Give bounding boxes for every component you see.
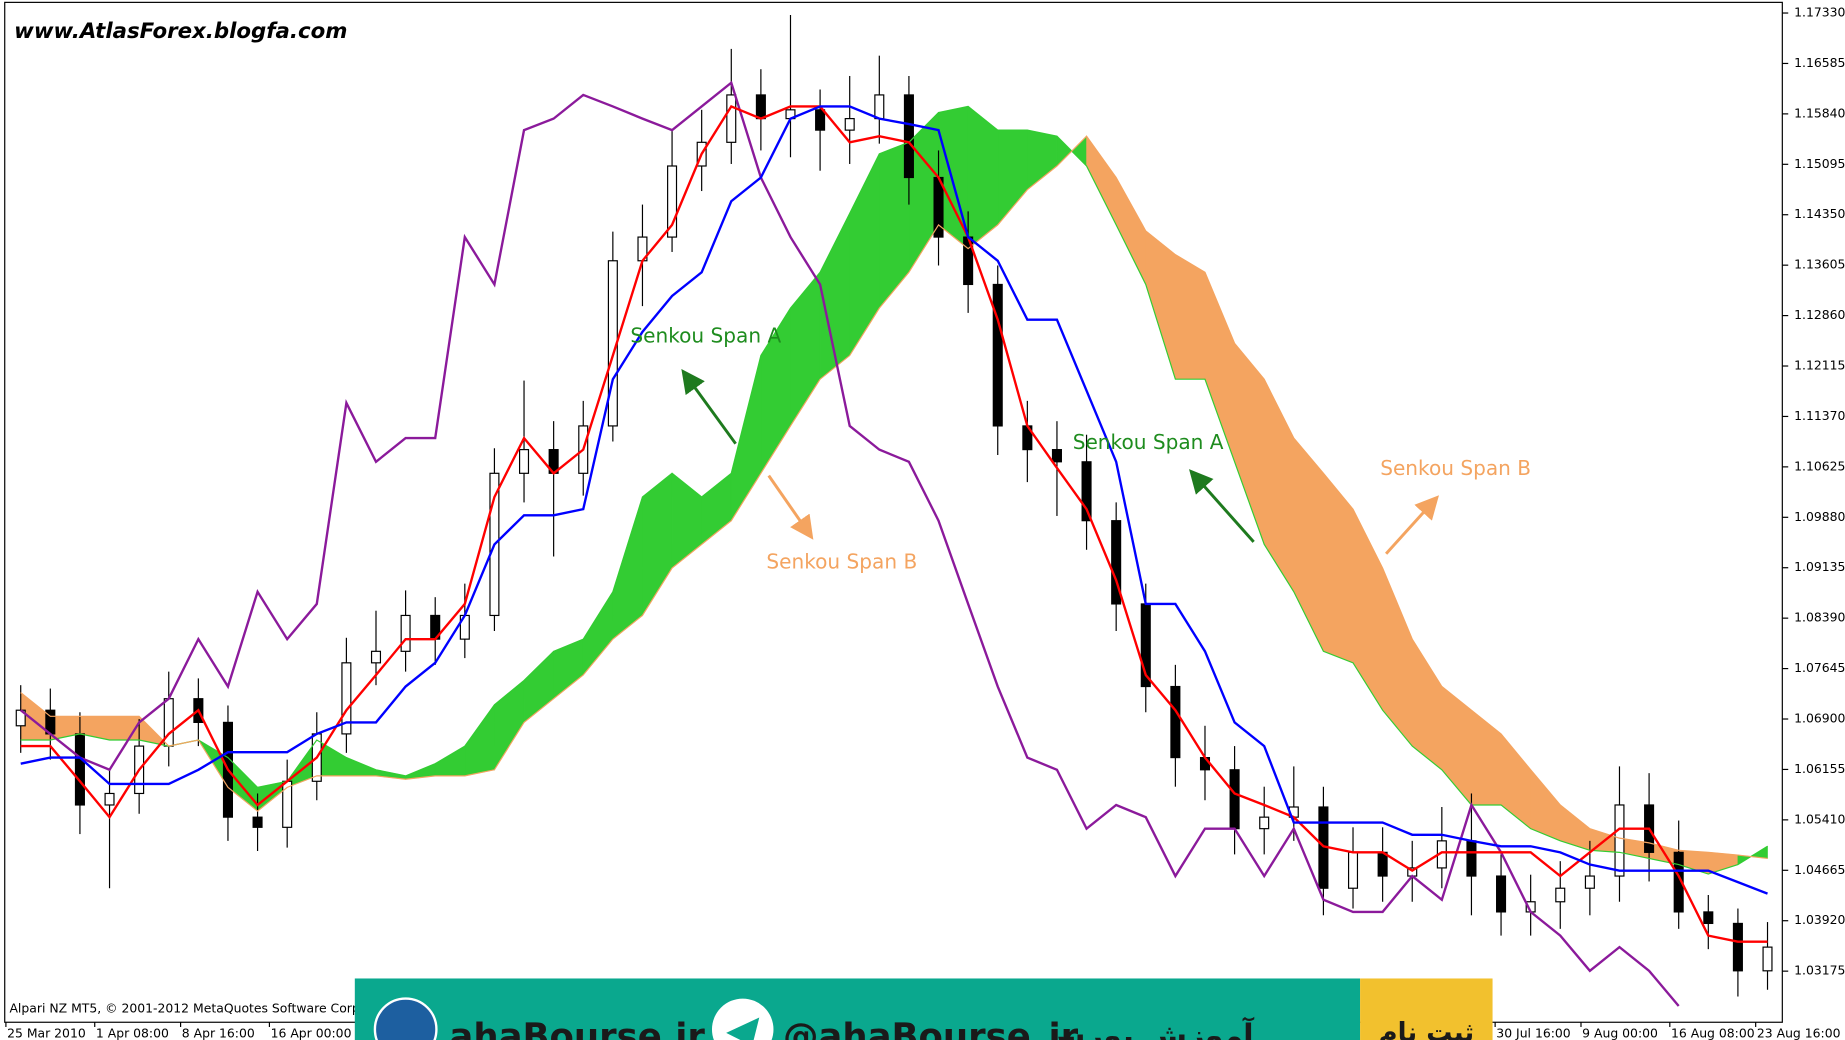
plot-area — [15, 15, 1773, 1007]
candle-body — [1496, 875, 1507, 913]
candle-body — [282, 780, 293, 828]
series-line — [20, 105, 1768, 875]
candle-body — [370, 650, 382, 664]
y-tick-label: 1.17330 — [1794, 5, 1845, 20]
candle-body — [1555, 887, 1566, 903]
y-tick-label: 1.10625 — [1794, 458, 1845, 473]
arrow — [1189, 469, 1255, 543]
banner-bg — [354, 978, 1361, 1040]
arrow — [1385, 495, 1439, 555]
x-tick-label: 1 Apr 08:00 — [96, 1026, 169, 1040]
x-tick-label: 9 Aug 00:00 — [1582, 1026, 1658, 1040]
x-tick-label: 8 Apr 16:00 — [182, 1026, 255, 1040]
y-tick-label: 1.11370 — [1794, 408, 1845, 423]
x-tick-label: 30 Jul 16:00 — [1496, 1026, 1570, 1040]
annotation: Senkou Span A — [630, 324, 781, 348]
series-line — [20, 104, 1768, 943]
y-tick-label: 1.03920 — [1794, 912, 1845, 927]
candle-body — [874, 94, 885, 120]
candle-body — [903, 94, 914, 179]
banner-site: ahaBourse.ir — [449, 1016, 705, 1040]
series-line — [20, 105, 1768, 895]
candle-body — [726, 94, 737, 143]
x-tick-label: 23 Aug 16:00 — [1757, 1026, 1841, 1040]
candle-body — [1614, 804, 1625, 877]
banner-channel: @ahaBourse_ir — [783, 1016, 1079, 1040]
telegram-icon — [711, 998, 774, 1040]
annotation: Senkou Span A — [1073, 430, 1224, 454]
candle-body — [1584, 875, 1595, 889]
candle-body — [1762, 946, 1773, 972]
candle-body — [1051, 449, 1062, 463]
candle-body — [1377, 851, 1388, 877]
candle-body — [1229, 769, 1240, 830]
candle-body — [1081, 461, 1092, 522]
y-tick-label: 1.15840 — [1794, 105, 1845, 120]
candle-body — [1466, 840, 1477, 877]
annotation: Senkou Span B — [1380, 456, 1531, 480]
telegram-plane — [726, 1017, 760, 1040]
y-tick-label: 1.04665 — [1794, 862, 1845, 877]
y-tick-label: 1.13605 — [1794, 257, 1845, 272]
logo-icon — [373, 997, 438, 1040]
candle-body — [1673, 851, 1684, 913]
series-line — [20, 135, 1768, 860]
candle-body — [104, 792, 115, 806]
y-tick-label: 1.05410 — [1794, 811, 1845, 826]
footnote: Alpari NZ MT5, © 2001-2012 MetaQuotes So… — [9, 1001, 363, 1016]
cloud — [967, 105, 999, 250]
candle-body — [341, 662, 352, 735]
banner-button[interactable]: ثبت نام — [1379, 1018, 1475, 1040]
annotation: Senkou Span B — [766, 550, 917, 574]
candle-body — [755, 94, 766, 120]
y-tick-label: 1.07645 — [1794, 660, 1845, 675]
candle-body — [1347, 851, 1359, 889]
cloud — [1175, 254, 1206, 380]
banner-slogan: آموزش بورس — [1043, 1016, 1255, 1040]
y-tick-label: 1.08390 — [1794, 610, 1845, 625]
y-tick-label: 1.09135 — [1794, 559, 1845, 574]
candle-body — [815, 109, 826, 131]
banner: ahaBourse.ir @ahaBourse_ir آموزش بورس ثب… — [354, 978, 1493, 1040]
candle-body — [1259, 816, 1270, 830]
candle-body — [252, 816, 263, 828]
arrow — [767, 474, 814, 540]
banner-button-bg — [1360, 978, 1493, 1040]
candle-body — [400, 614, 411, 652]
y-tick-label: 1.09880 — [1794, 509, 1845, 524]
y-tick-label: 1.16585 — [1794, 55, 1845, 70]
x-tick-label: 16 Apr 00:00 — [271, 1026, 352, 1040]
y-tick-label: 1.06155 — [1794, 761, 1845, 776]
y-tick-label: 1.12860 — [1794, 307, 1845, 322]
y-tick-label: 1.03175 — [1794, 963, 1845, 978]
candle-body — [1111, 520, 1122, 605]
series-line — [19, 80, 1680, 1007]
candle-body — [1703, 911, 1714, 925]
candle-body — [933, 176, 944, 238]
y-tick-label: 1.06900 — [1794, 711, 1845, 726]
x-tick-label: 25 Mar 2010 — [7, 1026, 86, 1040]
candle-body — [74, 733, 85, 806]
candle-body — [1170, 685, 1181, 759]
candle-body — [1732, 922, 1743, 972]
arrow — [681, 369, 737, 445]
candle-body — [992, 283, 1003, 427]
x-tick-label: 16 Aug 08:00 — [1671, 1026, 1755, 1040]
candle-body — [667, 165, 678, 238]
candle-body — [518, 449, 530, 474]
watermark: www.AtlasForex.blogfa.com — [14, 19, 347, 44]
candle-body — [844, 118, 855, 131]
y-tick-label: 1.15095 — [1794, 156, 1845, 171]
y-tick-label: 1.12115 — [1794, 358, 1845, 373]
y-tick-label: 1.14350 — [1794, 206, 1845, 221]
